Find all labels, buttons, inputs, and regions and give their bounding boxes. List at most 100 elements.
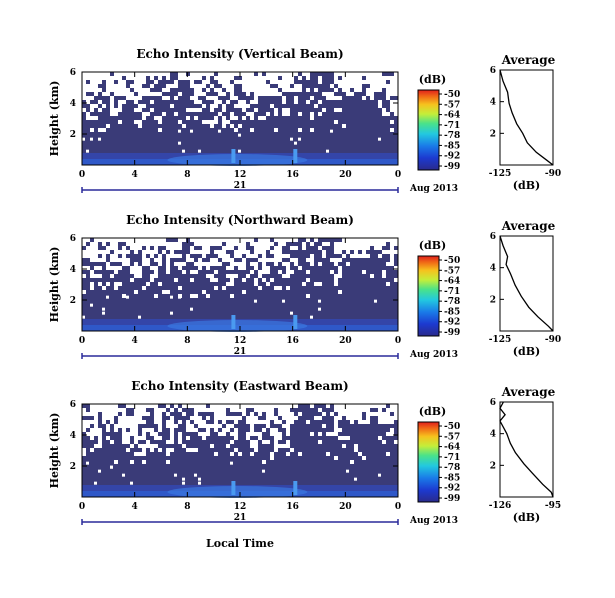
- profile-line: [499, 235, 554, 332]
- profile-x-tick-label: -95: [545, 501, 561, 511]
- profile-title: Average: [501, 219, 556, 233]
- profile-frame: [499, 69, 554, 166]
- colorbar: [417, 89, 440, 171]
- missing-data-cells: [82, 72, 398, 153]
- echo-spike: [231, 315, 236, 329]
- profile-x-tick-label: -126: [489, 501, 512, 511]
- colorbar: [417, 255, 440, 337]
- panel-title: Echo Intensity (Vertical Beam): [136, 47, 343, 61]
- profile-y-tick-label: 6: [490, 66, 496, 76]
- colorbar-tick-label: -50: [444, 256, 460, 266]
- x-tick-label: 8: [184, 502, 190, 512]
- date-label: Aug 2013: [409, 516, 458, 526]
- midday-echo-enhancement: [167, 320, 308, 332]
- colorbar-tick-label: -78: [444, 297, 460, 307]
- colorbar-tick-label: -64: [444, 443, 460, 453]
- date-label: Aug 2013: [409, 184, 458, 194]
- colorbar-tick-label: -92: [444, 484, 460, 494]
- profile-title: Average: [501, 53, 556, 67]
- colorbar-unit: (dB): [419, 405, 446, 418]
- x-tick-label: 20: [339, 170, 352, 180]
- profile-y-tick-label: 2: [490, 295, 496, 305]
- colorbar-tick-label: -71: [444, 121, 460, 131]
- colorbar-tick-label: -57: [444, 432, 460, 442]
- profile-y-tick-label: 2: [490, 129, 496, 139]
- profile-x-tick-label: -125: [489, 169, 512, 179]
- x-tick-label: 16: [286, 502, 299, 512]
- missing-data-cells: [82, 238, 398, 319]
- x-axis-label: Local Time: [206, 537, 274, 550]
- profile-frame: [499, 401, 554, 498]
- colorbar-tick-label: -64: [444, 277, 460, 287]
- x-tick-label: 0: [79, 502, 85, 512]
- date-day-label: 21: [234, 181, 247, 191]
- profile-x-tick-label: -90: [545, 169, 561, 179]
- y-tick-label: 6: [70, 400, 76, 410]
- x-tick-label: 16: [286, 336, 299, 346]
- x-tick-label: 0: [79, 170, 85, 180]
- echo-spike: [231, 481, 236, 495]
- y-tick-label: 2: [70, 462, 76, 472]
- colorbar-tick-label: -78: [444, 463, 460, 473]
- x-tick-label: 4: [132, 170, 138, 180]
- midday-echo-enhancement: [167, 154, 308, 166]
- y-tick-label: 4: [70, 99, 76, 109]
- panel-title: Echo Intensity (Northward Beam): [126, 213, 354, 227]
- profile-y-tick-label: 4: [490, 430, 496, 440]
- x-tick-label: 12: [234, 170, 247, 180]
- colorbar-tick-label: -92: [444, 318, 460, 328]
- profile-y-tick-label: 6: [490, 232, 496, 242]
- echo-spike: [231, 149, 236, 163]
- profile-x-tick-label: -90: [545, 335, 561, 345]
- colorbar-tick-label: -50: [444, 90, 460, 100]
- y-tick-label: 6: [70, 68, 76, 78]
- echo-spike: [293, 481, 298, 495]
- echo-spike: [293, 315, 298, 329]
- x-tick-label: 4: [132, 336, 138, 346]
- colorbar-unit: (dB): [419, 73, 446, 86]
- midday-echo-enhancement: [167, 486, 308, 498]
- profile-y-tick-label: 4: [490, 98, 496, 108]
- colorbar-tick-label: -50: [444, 422, 460, 432]
- colorbar-tick-label: -99: [444, 494, 460, 504]
- x-tick-label: 4: [132, 502, 138, 512]
- profile-x-label: (dB): [513, 511, 540, 524]
- profile-title: Average: [501, 385, 556, 399]
- date-day-label: 21: [234, 347, 247, 357]
- x-tick-label: 0: [395, 170, 401, 180]
- x-tick-label: 8: [184, 336, 190, 346]
- colorbar-tick-label: -71: [444, 287, 460, 297]
- colorbar-unit: (dB): [419, 239, 446, 252]
- y-tick-label: 4: [70, 265, 76, 275]
- y-tick-label: 2: [70, 296, 76, 306]
- x-tick-label: 0: [395, 502, 401, 512]
- y-tick-label: 4: [70, 431, 76, 441]
- x-tick-label: 0: [79, 336, 85, 346]
- profile-x-tick-label: -125: [489, 335, 512, 345]
- missing-data-cells: [82, 404, 398, 485]
- profile-y-tick-label: 2: [490, 461, 496, 471]
- colorbar-tick-label: -57: [444, 266, 460, 276]
- y-axis-label: Height (km): [48, 247, 61, 323]
- colorbar-tick-label: -85: [444, 141, 460, 151]
- profile-frame: [499, 235, 554, 332]
- x-tick-label: 16: [286, 170, 299, 180]
- x-tick-label: 20: [339, 336, 352, 346]
- x-tick-label: 20: [339, 502, 352, 512]
- colorbar-tick-label: -57: [444, 100, 460, 110]
- colorbar: [417, 421, 440, 503]
- colorbar-tick-label: -99: [444, 162, 460, 172]
- colorbar-tick-label: -85: [444, 473, 460, 483]
- date-label: Aug 2013: [409, 350, 458, 360]
- y-axis-label: Height (km): [48, 81, 61, 157]
- colorbar-tick-label: -78: [444, 131, 460, 141]
- profile-x-label: (dB): [513, 345, 540, 358]
- profile-x-label: (dB): [513, 179, 540, 192]
- x-tick-label: 12: [234, 336, 247, 346]
- x-tick-label: 8: [184, 170, 190, 180]
- echo-spike: [293, 149, 298, 163]
- profile-y-tick-label: 6: [490, 398, 496, 408]
- y-axis-label: Height (km): [48, 413, 61, 489]
- x-tick-label: 12: [234, 502, 247, 512]
